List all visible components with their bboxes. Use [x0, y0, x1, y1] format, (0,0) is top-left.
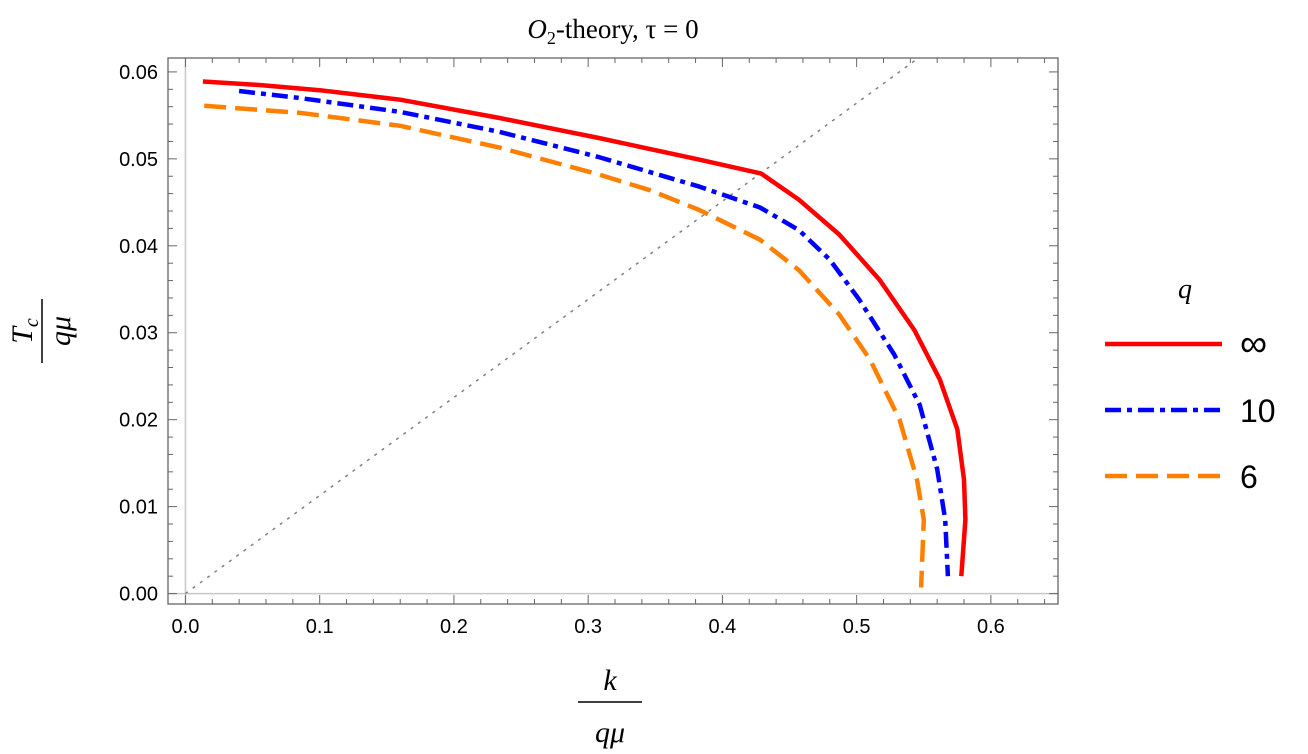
- series-line-q-6: [204, 103, 927, 588]
- y-tick-label: 0.00: [119, 584, 158, 606]
- series-line-q-10: [238, 88, 951, 577]
- x-tick-label: 0.5: [843, 616, 871, 638]
- svg-text:qμ: qμ: [44, 316, 77, 346]
- svg-text:k: k: [603, 664, 617, 697]
- legend-label: 6: [1240, 459, 1258, 495]
- ticks: 0.0 0.1 0.2 0.3 0.4 0.5 0.6 0.00 0.01 0.02 0.03 0.0…: [119, 58, 1058, 638]
- x-axis-label: k qμ: [578, 664, 642, 749]
- y-tick-label: 0.01: [119, 497, 158, 519]
- x-tick-label: 0.0: [172, 616, 200, 638]
- x-tick-label: 0.4: [708, 616, 736, 638]
- series-line-q-inf: [202, 79, 968, 577]
- x-tick-label: 0.1: [306, 616, 334, 638]
- y-tick-label: 0.06: [119, 62, 158, 84]
- legend-label: 10: [1240, 393, 1276, 429]
- y-axis-label: Tc qμ: [6, 299, 77, 363]
- x-tick-label: 0.2: [440, 616, 468, 638]
- axes: [167, 57, 1059, 605]
- legend-title: q: [1178, 274, 1192, 305]
- y-tick-label: 0.05: [119, 149, 158, 171]
- y-tick-label: 0.03: [119, 323, 158, 345]
- legend-label: ∞: [1240, 323, 1267, 365]
- y-tick-label: 0.02: [119, 410, 158, 432]
- x-tick-label: 0.6: [977, 616, 1005, 638]
- svg-text:Tc: Tc: [6, 318, 43, 344]
- plot-area: [185, 58, 968, 595]
- svg-text:qμ: qμ: [595, 716, 625, 749]
- reference-diagonal-line: [185, 58, 920, 595]
- plot-frame: [167, 57, 1059, 605]
- x-tick-label: 0.3: [574, 616, 602, 638]
- legend: q ∞ 10 6: [1105, 274, 1276, 495]
- chart-title: O2-theory, τ = 0: [527, 14, 698, 48]
- y-tick-label: 0.04: [119, 236, 158, 258]
